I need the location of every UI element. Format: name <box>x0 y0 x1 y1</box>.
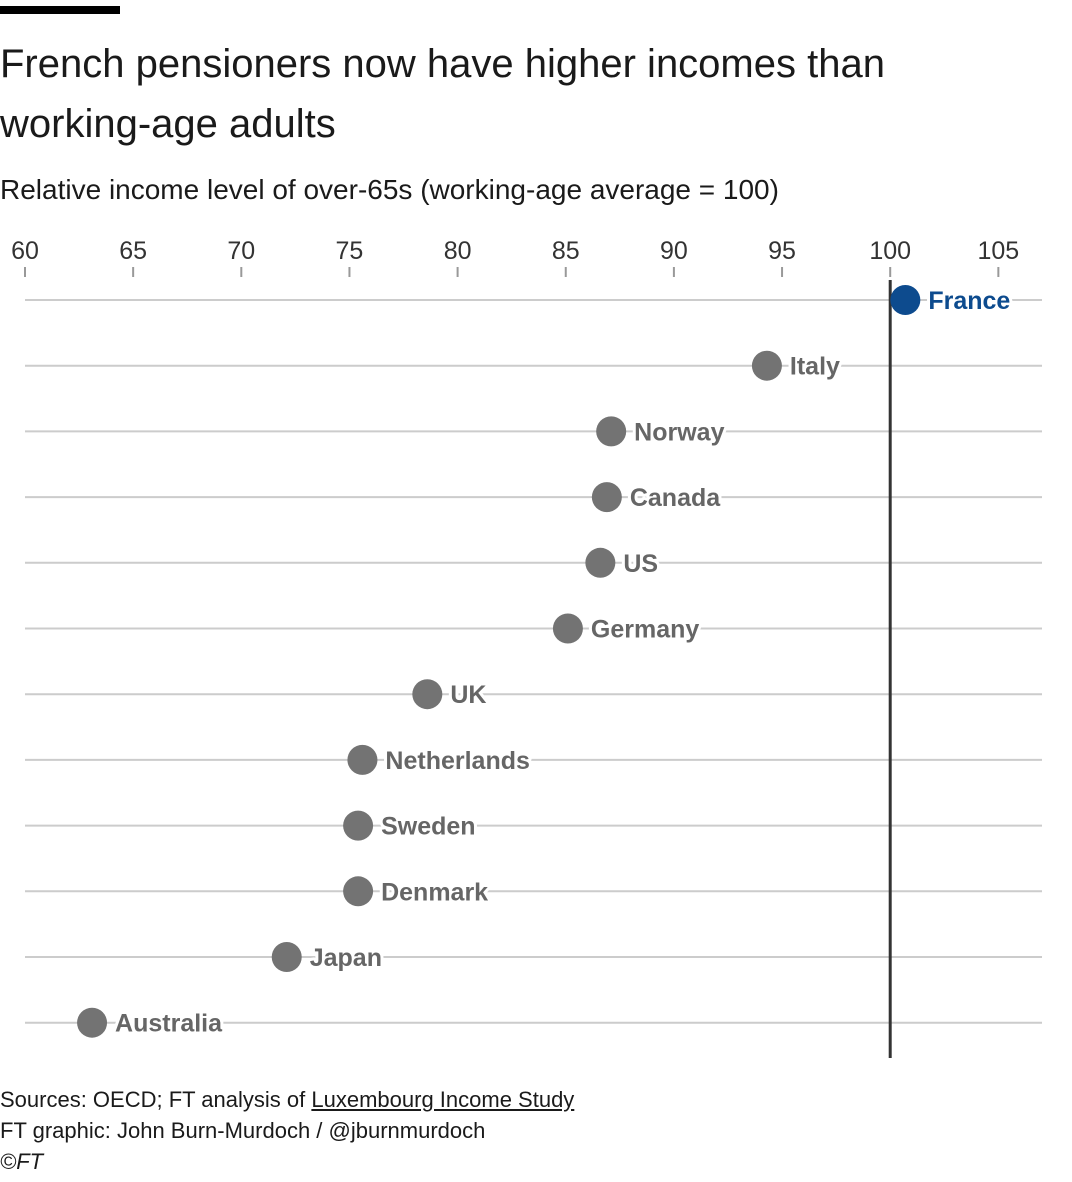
point-uk <box>412 679 443 710</box>
point-canada <box>591 482 622 513</box>
point-japan <box>271 942 302 972</box>
data-points: France Italy Norway Canada US Germany UK Nether… <box>77 284 1013 1041</box>
x-tick-label: 100 <box>869 237 911 265</box>
sources-link[interactable]: Luxembourg Income Study <box>311 1087 575 1112</box>
label-france: France <box>928 287 1010 315</box>
chart-footer: Sources: OECD; FT analysis of Luxembourg… <box>0 1084 574 1177</box>
x-tick-label: 70 <box>227 237 255 265</box>
dot-plot: 60 65 70 75 80 85 90 95 100 105 France Italy Norway… <box>11 237 1042 1058</box>
label-japan: Japan <box>310 944 382 972</box>
point-sweden <box>343 810 374 841</box>
label-netherlands: Netherlands <box>385 747 529 775</box>
point-norway <box>596 416 627 447</box>
point-italy <box>751 350 782 381</box>
chart-subtitle: Relative income level of over-65s (worki… <box>0 174 779 205</box>
label-norway: Norway <box>634 418 724 446</box>
credit-line: FT graphic: John Burn-Murdoch / @jburnmu… <box>0 1118 486 1143</box>
chart-title: French pensioners now have higher income… <box>0 42 885 146</box>
label-australia: Australia <box>115 1010 223 1038</box>
point-us <box>585 547 616 578</box>
point-netherlands <box>347 744 378 775</box>
x-axis: 60 65 70 75 80 85 90 95 100 105 <box>11 237 1019 277</box>
sources-text: Sources: OECD; FT analysis of <box>0 1087 312 1112</box>
label-germany: Germany <box>591 616 699 644</box>
label-us: US <box>623 550 658 578</box>
point-denmark <box>343 876 374 907</box>
label-canada: Canada <box>630 484 721 512</box>
x-tick-label: 105 <box>977 237 1019 265</box>
x-tick-label: 85 <box>552 237 580 265</box>
label-uk: UK <box>450 681 486 709</box>
label-denmark: Denmark <box>381 878 488 906</box>
x-tick-label: 95 <box>768 237 796 265</box>
top-accent-bar <box>0 6 120 14</box>
x-tick-label: 75 <box>336 237 364 265</box>
point-germany <box>552 613 583 644</box>
point-australia <box>77 1007 108 1038</box>
x-tick-label: 60 <box>11 237 39 265</box>
gridlines <box>25 299 1042 1024</box>
label-italy: Italy <box>790 353 840 381</box>
copyright: ©FT <box>0 1149 44 1174</box>
label-sweden: Sweden <box>381 813 475 841</box>
x-tick-label: 65 <box>119 237 147 265</box>
x-tick-label: 90 <box>660 237 688 265</box>
sources-line: Sources: OECD; FT analysis of Luxembourg… <box>0 1084 574 1115</box>
point-france <box>890 285 921 315</box>
x-tick-label: 80 <box>444 237 472 265</box>
